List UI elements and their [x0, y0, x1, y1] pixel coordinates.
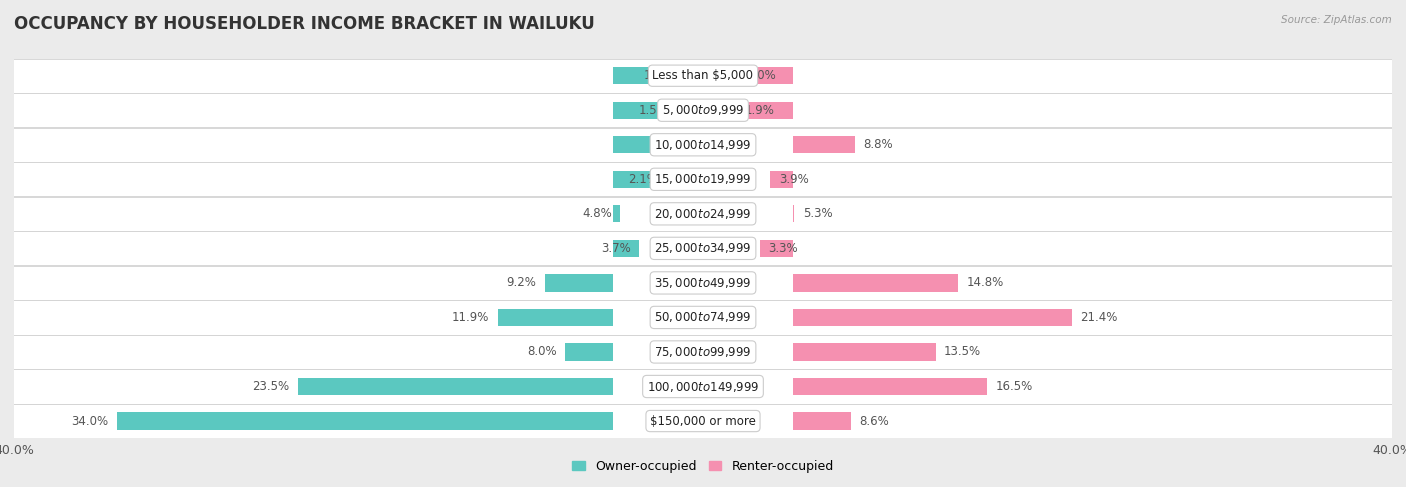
- Text: $50,000 to $74,999: $50,000 to $74,999: [654, 310, 752, 324]
- FancyBboxPatch shape: [6, 404, 1400, 438]
- Text: 3.7%: 3.7%: [600, 242, 631, 255]
- Text: 13.5%: 13.5%: [945, 345, 981, 358]
- Text: 8.8%: 8.8%: [863, 138, 893, 151]
- Bar: [544, 274, 613, 292]
- Text: $5,000 to $9,999: $5,000 to $9,999: [662, 103, 744, 117]
- Text: 3.3%: 3.3%: [769, 242, 799, 255]
- Bar: [613, 170, 666, 188]
- Bar: [793, 205, 794, 223]
- Text: 21.4%: 21.4%: [1080, 311, 1118, 324]
- Text: $35,000 to $49,999: $35,000 to $49,999: [654, 276, 752, 290]
- Bar: [793, 136, 855, 153]
- Bar: [498, 309, 613, 326]
- Text: 9.2%: 9.2%: [506, 277, 536, 289]
- FancyBboxPatch shape: [6, 197, 1400, 231]
- Text: 11.9%: 11.9%: [453, 311, 489, 324]
- Text: $25,000 to $34,999: $25,000 to $34,999: [654, 242, 752, 255]
- Text: 16.5%: 16.5%: [995, 380, 1033, 393]
- FancyBboxPatch shape: [6, 231, 1400, 265]
- Bar: [793, 274, 957, 292]
- Bar: [770, 170, 793, 188]
- Text: $75,000 to $99,999: $75,000 to $99,999: [654, 345, 752, 359]
- FancyBboxPatch shape: [6, 370, 1400, 404]
- Text: $10,000 to $14,999: $10,000 to $14,999: [654, 138, 752, 152]
- Bar: [613, 102, 678, 119]
- FancyBboxPatch shape: [6, 266, 1400, 300]
- Text: OCCUPANCY BY HOUSEHOLDER INCOME BRACKET IN WAILUKU: OCCUPANCY BY HOUSEHOLDER INCOME BRACKET …: [14, 15, 595, 33]
- Text: $20,000 to $24,999: $20,000 to $24,999: [654, 207, 752, 221]
- FancyBboxPatch shape: [6, 128, 1400, 162]
- Bar: [298, 378, 613, 395]
- Text: Less than $5,000: Less than $5,000: [652, 69, 754, 82]
- Text: 2.1%: 2.1%: [628, 173, 658, 186]
- Bar: [738, 67, 793, 84]
- Text: 34.0%: 34.0%: [72, 414, 108, 428]
- Text: 23.5%: 23.5%: [253, 380, 290, 393]
- Text: 14.8%: 14.8%: [966, 277, 1004, 289]
- Bar: [793, 378, 987, 395]
- Bar: [565, 343, 613, 360]
- Bar: [613, 240, 640, 257]
- Bar: [613, 67, 682, 84]
- Text: 2.0%: 2.0%: [747, 69, 776, 82]
- FancyBboxPatch shape: [6, 300, 1400, 335]
- Text: $100,000 to $149,999: $100,000 to $149,999: [647, 379, 759, 393]
- FancyBboxPatch shape: [6, 93, 1400, 127]
- Bar: [613, 205, 620, 223]
- Text: 5.3%: 5.3%: [803, 207, 832, 220]
- Bar: [793, 343, 935, 360]
- Text: 8.6%: 8.6%: [859, 414, 890, 428]
- Legend: Owner-occupied, Renter-occupied: Owner-occupied, Renter-occupied: [568, 455, 838, 478]
- FancyBboxPatch shape: [6, 58, 1400, 93]
- Text: 4.8%: 4.8%: [582, 207, 612, 220]
- FancyBboxPatch shape: [6, 335, 1400, 369]
- Text: 1.9%: 1.9%: [744, 104, 775, 117]
- Text: $15,000 to $19,999: $15,000 to $19,999: [654, 172, 752, 187]
- Text: 1.2%: 1.2%: [644, 69, 673, 82]
- Bar: [735, 102, 793, 119]
- Bar: [759, 240, 793, 257]
- Text: 1.5%: 1.5%: [638, 104, 669, 117]
- Bar: [793, 412, 851, 430]
- Bar: [117, 412, 613, 430]
- Text: Source: ZipAtlas.com: Source: ZipAtlas.com: [1281, 15, 1392, 25]
- Bar: [793, 309, 1071, 326]
- Bar: [613, 136, 700, 153]
- Text: 0.2%: 0.2%: [661, 138, 690, 151]
- FancyBboxPatch shape: [6, 162, 1400, 196]
- Text: 8.0%: 8.0%: [527, 345, 557, 358]
- Text: 3.9%: 3.9%: [779, 173, 808, 186]
- Text: $150,000 or more: $150,000 or more: [650, 414, 756, 428]
